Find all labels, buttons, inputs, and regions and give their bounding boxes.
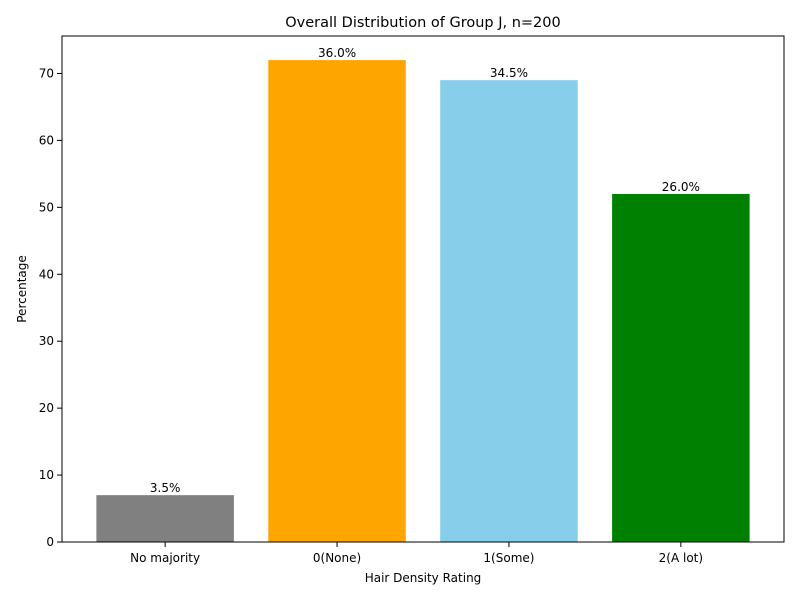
- y-tick-label-6: 60: [39, 133, 54, 147]
- y-tick-label-4: 40: [39, 267, 54, 281]
- y-axis: 0 10 20 30 40 50 60 70: [39, 66, 62, 549]
- data-label-0: 3.5%: [150, 481, 181, 495]
- bar-3: [612, 193, 750, 542]
- y-axis-label: Percentage: [15, 255, 29, 323]
- bar-2: [440, 80, 578, 543]
- y-tick-label-5: 50: [39, 200, 54, 214]
- x-tick-label-1: 0(None): [313, 551, 361, 565]
- bar-0: [96, 495, 234, 542]
- y-tick-label-1: 10: [39, 468, 54, 482]
- bar-1: [268, 60, 406, 542]
- x-axis-label: Hair Density Rating: [365, 571, 482, 585]
- y-tick-label-2: 20: [39, 401, 54, 415]
- y-tick-label-3: 30: [39, 334, 54, 348]
- chart-title: Overall Distribution of Group J, n=200: [285, 15, 560, 31]
- y-tick-label-0: 0: [46, 535, 54, 549]
- data-label-3: 26.0%: [662, 180, 700, 194]
- x-tick-label-2: 1(Some): [483, 551, 534, 565]
- plot-frame: [61, 35, 785, 543]
- bars-layer: [96, 60, 750, 543]
- x-tick-label-3: 2(A lot): [659, 551, 703, 565]
- y-tick-label-7: 70: [39, 66, 54, 80]
- data-label-1: 36.0%: [318, 46, 356, 60]
- data-labels-layer: 3.5% 36.0% 34.5% 26.0%: [150, 46, 700, 495]
- data-label-2: 34.5%: [490, 66, 528, 80]
- x-tick-label-0: No majority: [130, 551, 200, 565]
- x-axis: No majority 0(None) 1(Some) 2(A lot): [130, 542, 703, 565]
